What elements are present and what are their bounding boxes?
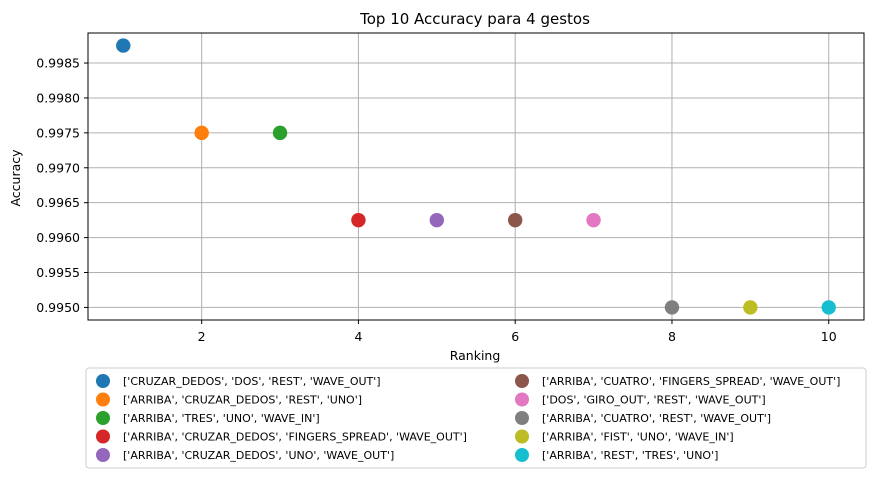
data-point [743, 300, 758, 315]
legend: ['CRUZAR_DEDOS', 'DOS', 'REST', 'WAVE_OU… [85, 367, 867, 469]
data-point [116, 38, 131, 53]
data-point [429, 212, 445, 228]
legend-label: ['ARRIBA', 'REST', 'TRES', 'UNO'] [542, 449, 718, 462]
x-axis-ticks: 2 4 6 8 10 [198, 320, 837, 344]
y-tick-label: 0.9960 [36, 230, 80, 245]
legend-label: ['ARRIBA', 'TRES', 'UNO', 'WAVE_IN'] [123, 412, 320, 425]
legend-marker [515, 411, 529, 425]
x-tick-label: 8 [668, 329, 676, 344]
legend-label: ['ARRIBA', 'CRUZAR_DEDOS', 'UNO', 'WAVE_… [123, 449, 394, 462]
data-point [821, 300, 836, 315]
data-point [664, 300, 680, 315]
legend-marker [515, 392, 529, 407]
data-point [586, 212, 601, 228]
y-axis-label: Accuracy [8, 149, 23, 207]
x-axis-label: Ranking [450, 348, 501, 363]
data-point [272, 125, 288, 141]
legend-marker [96, 429, 110, 444]
y-axis-ticks: 0.9950 0.9955 0.9960 0.9965 0.9970 0.9975 0.99… [36, 56, 88, 315]
y-tick-label: 0.9955 [36, 265, 80, 280]
data-points [116, 38, 836, 315]
legend-marker [96, 448, 110, 462]
data-point [351, 212, 366, 228]
legend-label: ['ARRIBA', 'CUATRO', 'REST', 'WAVE_OUT'] [542, 412, 771, 425]
y-tick-label: 0.9975 [36, 125, 80, 140]
legend-marker [515, 448, 529, 462]
legend-marker [96, 392, 110, 407]
x-tick-label: 4 [354, 329, 362, 344]
legend-label: ['ARRIBA', 'CRUZAR_DEDOS', 'REST', 'UNO'… [123, 394, 362, 407]
y-tick-label: 0.9965 [36, 195, 80, 210]
legend-marker [96, 411, 110, 425]
y-tick-label: 0.9950 [36, 300, 80, 315]
x-tick-label: 6 [511, 329, 519, 344]
plot-frame [87, 32, 865, 321]
legend-label: ['CRUZAR_DEDOS', 'DOS', 'REST', 'WAVE_OU… [123, 375, 381, 388]
legend-frame [85, 367, 867, 469]
data-point [194, 125, 209, 141]
legend-label: ['DOS', 'GIRO_OUT', 'REST', 'WAVE_OUT'] [542, 394, 766, 407]
legend-marker [96, 374, 110, 388]
grid-lines [88, 33, 864, 320]
x-tick-label: 10 [821, 329, 837, 344]
chart-title: Top 10 Accuracy para 4 gestos [359, 10, 590, 28]
x-tick-label: 2 [198, 329, 206, 344]
data-point [507, 212, 523, 228]
y-tick-label: 0.9970 [36, 160, 80, 175]
legend-marker [515, 429, 529, 444]
y-tick-label: 0.9985 [36, 56, 80, 71]
y-tick-label: 0.9980 [36, 90, 80, 105]
legend-label: ['ARRIBA', 'CUATRO', 'FINGERS_SPREAD', '… [542, 375, 840, 388]
legend-marker [515, 374, 529, 388]
legend-label: ['ARRIBA', 'CRUZAR_DEDOS', 'FINGERS_SPRE… [123, 431, 467, 444]
legend-label: ['ARRIBA', 'FIST', 'UNO', 'WAVE_IN'] [542, 431, 734, 444]
